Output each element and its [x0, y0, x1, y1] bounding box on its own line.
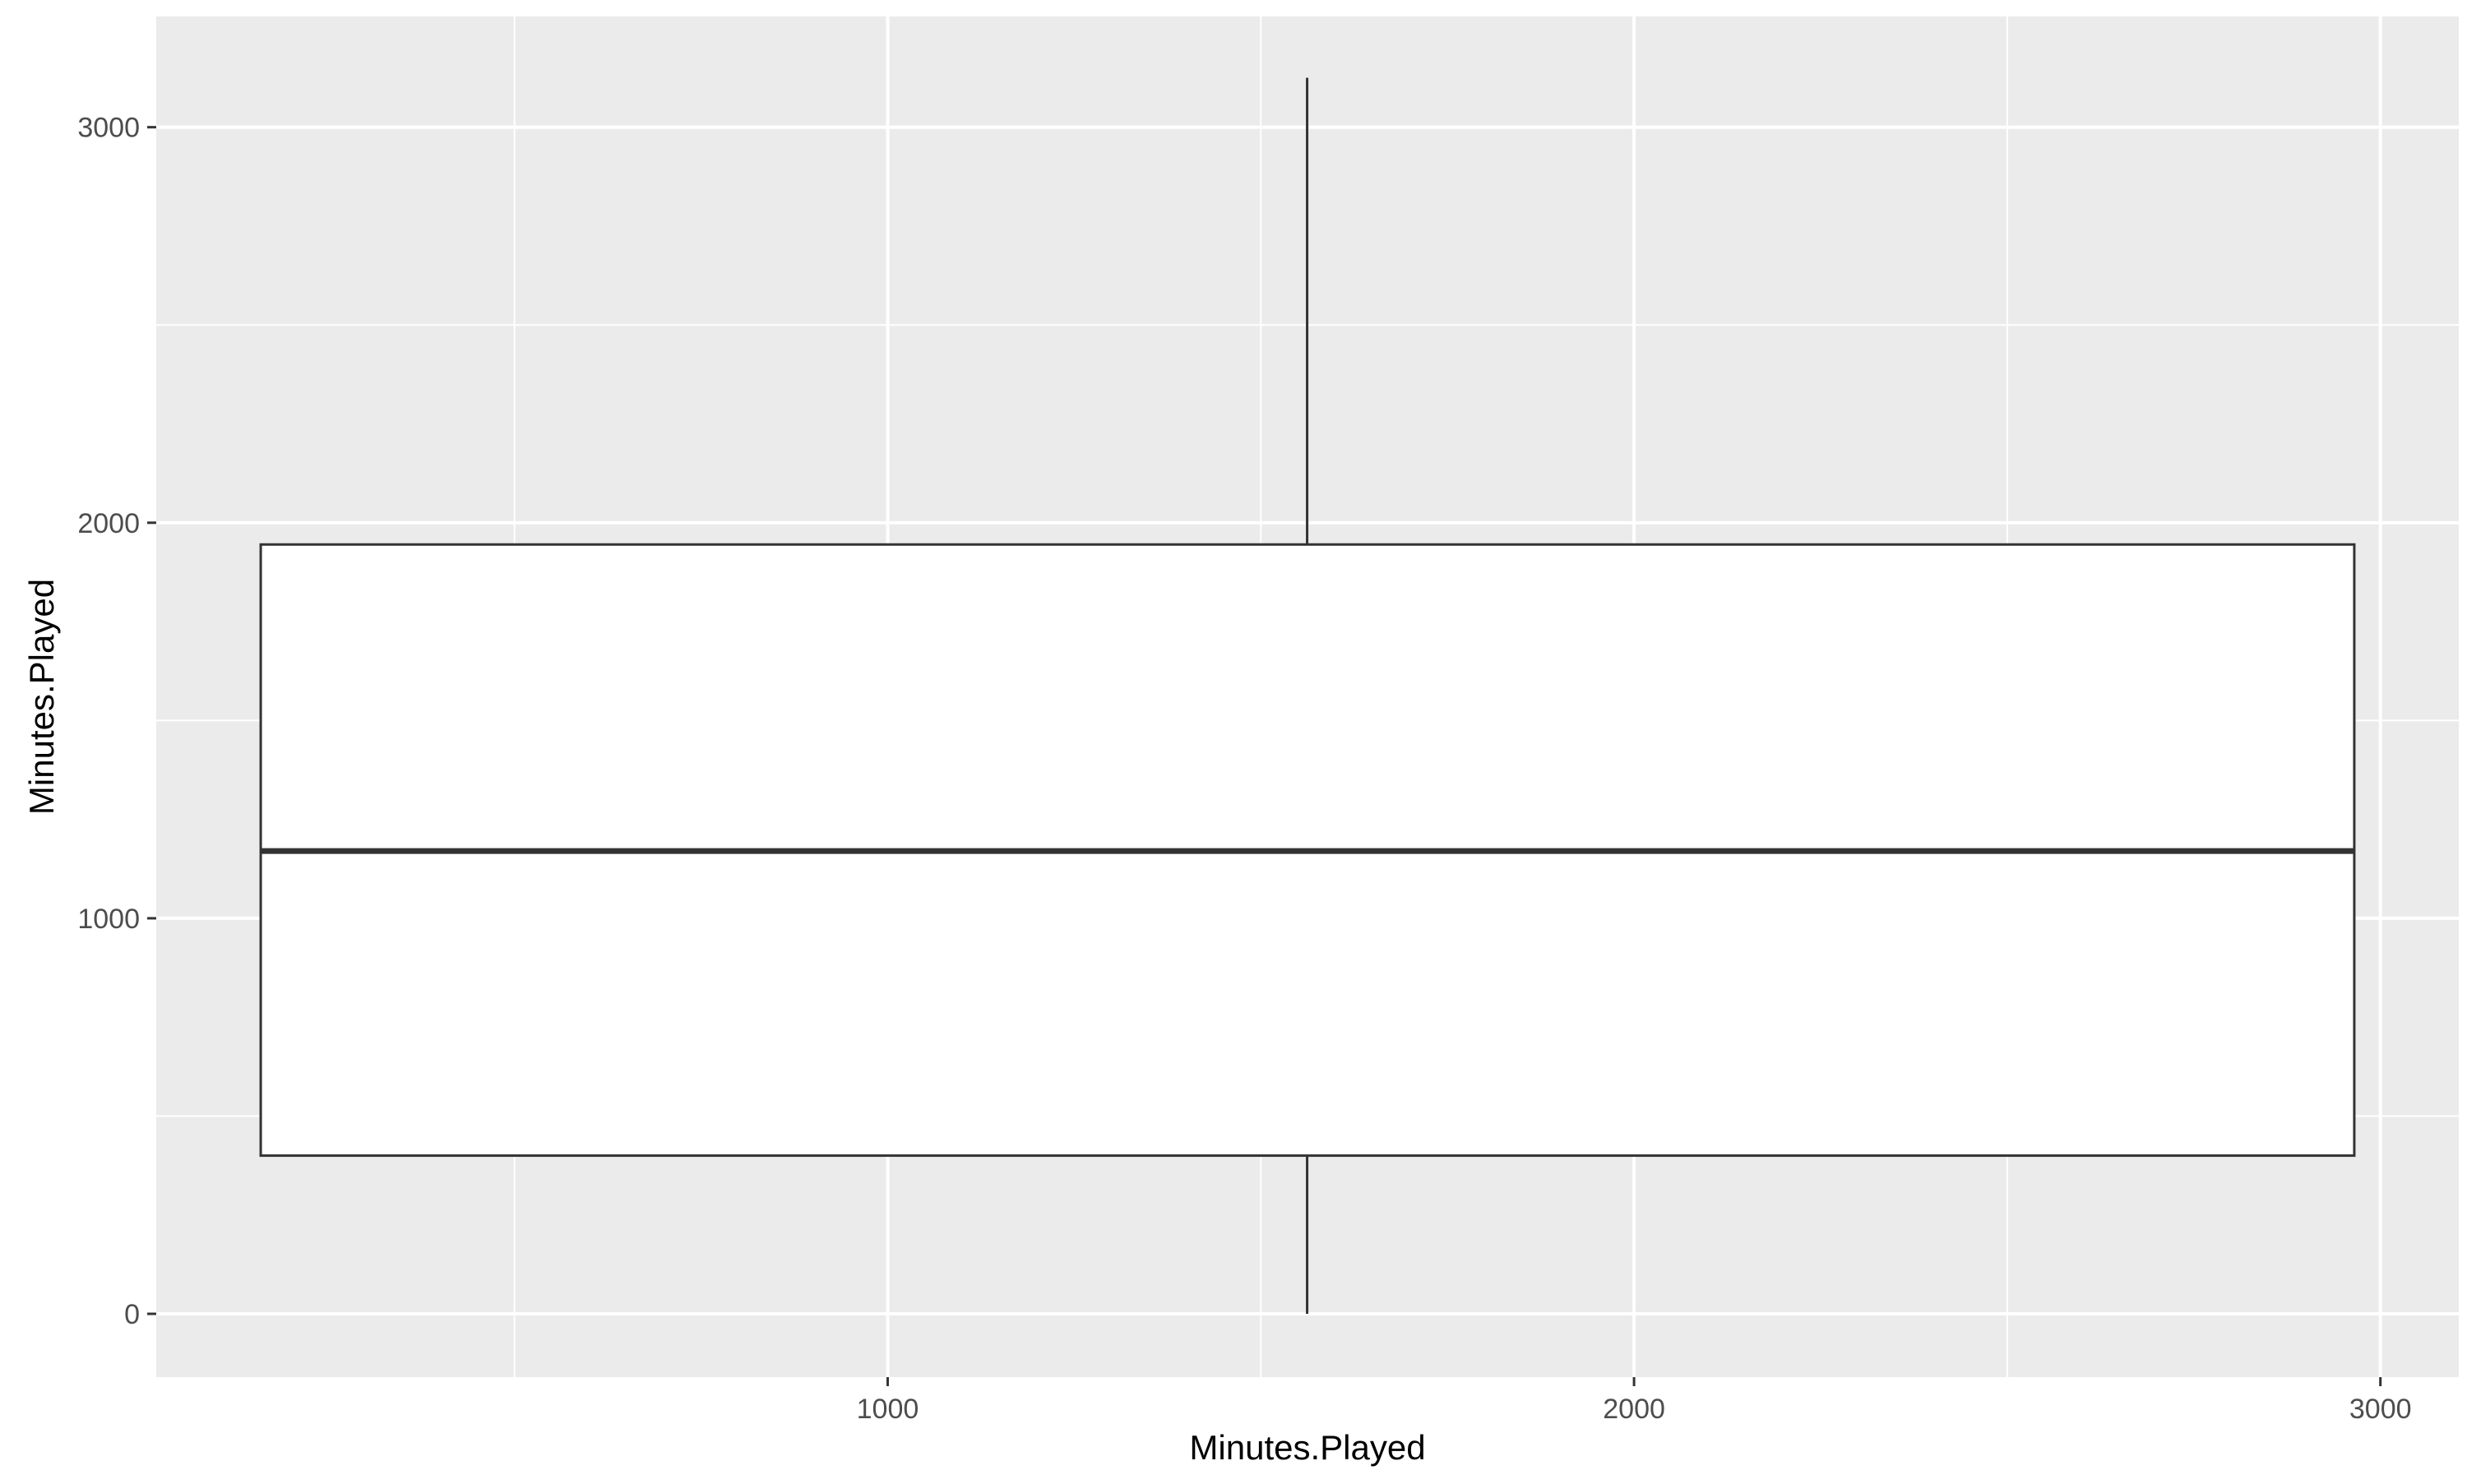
boxplot [259, 77, 2356, 1315]
y-tick-label: 0 [124, 1299, 140, 1330]
x-tick-label: 1000 [857, 1394, 919, 1425]
y-tick-label: 3000 [77, 113, 140, 144]
x-axis: 1000 2000 3000 [857, 1377, 2412, 1425]
y-tick-label: 2000 [77, 508, 140, 539]
y-tick-label: 1000 [77, 904, 140, 935]
x-tick-label: 3000 [2349, 1394, 2412, 1425]
y-axis-title: Minutes.Played [22, 579, 61, 815]
x-axis-title: Minutes.Played [1189, 1428, 1425, 1467]
y-axis: 0 1000 2000 3000 [77, 113, 156, 1330]
x-tick-label: 2000 [1603, 1394, 1665, 1425]
